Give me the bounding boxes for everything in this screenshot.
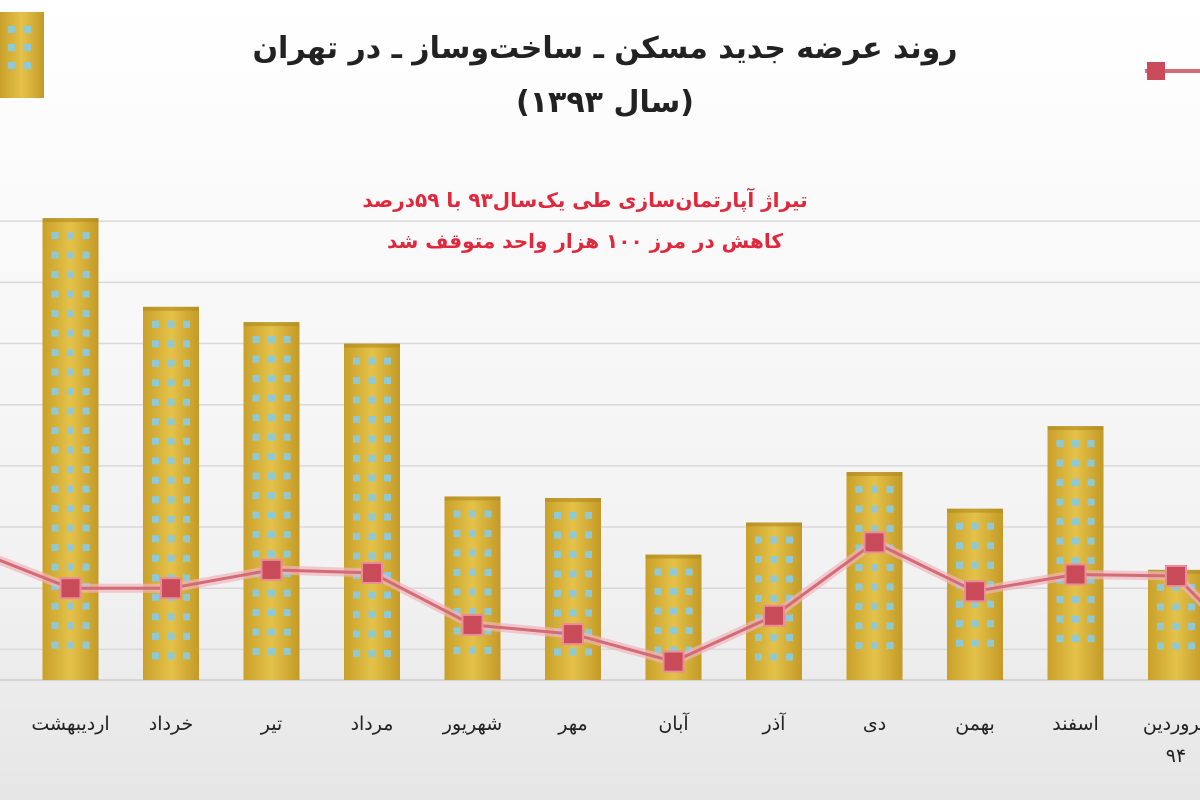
bar (846, 472, 903, 680)
bar (143, 306, 199, 680)
legend-line-icon (1145, 62, 1200, 80)
x-tick-label: مهر (557, 713, 587, 735)
bar (1047, 426, 1104, 680)
line-point (763, 604, 785, 627)
x-tick-label: تیر (260, 713, 283, 735)
x-tick-label: فروردین (1143, 713, 1200, 735)
line-point (1064, 563, 1087, 586)
x-tick-label-line2: ۹۴ (1166, 745, 1186, 767)
x-tick-label: دی (863, 713, 886, 735)
line-series-path (0, 540, 1200, 664)
line-point (863, 531, 886, 554)
bar (42, 218, 99, 680)
line-point (662, 650, 685, 673)
chart-subtitle: (سال ۱۳۹۳) (516, 85, 694, 120)
chart-title: روند عرضه جدید مسکن ـ ساخت‌وساز ـ در تهر… (252, 31, 957, 66)
x-tick-label: خرداد (149, 713, 193, 735)
line-point (59, 577, 82, 600)
bar (545, 498, 601, 680)
annotation-line-1: تیراژ آپارتمان‌سازی طی یک‌سال۹۳ با ۵۹درص… (362, 187, 807, 213)
bars (42, 218, 1200, 680)
line-point (562, 623, 584, 646)
line-point (461, 613, 484, 636)
x-tick-label: آبان (658, 711, 689, 735)
bar (344, 343, 400, 680)
bar (444, 496, 501, 680)
line-point (361, 561, 383, 584)
x-tick-label: اسفند (1052, 713, 1099, 735)
x-tick-label: مرداد (351, 713, 394, 735)
x-tick-label: اردیبهشت (31, 713, 109, 735)
x-tick-label: شهریور (442, 713, 502, 735)
legend-bar-icon (0, 12, 44, 98)
line-point (964, 580, 986, 603)
line-point (1165, 565, 1187, 587)
line-point (260, 558, 283, 581)
annotation-line-2: کاهش در مرز ۱۰۰ هزار واحد متوقف شد (387, 229, 783, 253)
line-series (0, 531, 1200, 673)
x-tick-label: بهمن (955, 713, 995, 735)
bar (243, 322, 300, 680)
x-tick-label: آذر (762, 711, 787, 735)
line-point (160, 577, 182, 600)
x-axis-labels: فروردین اردیبهشت خرداد تیر مرداد شهریور مهر آبا… (31, 711, 1200, 767)
